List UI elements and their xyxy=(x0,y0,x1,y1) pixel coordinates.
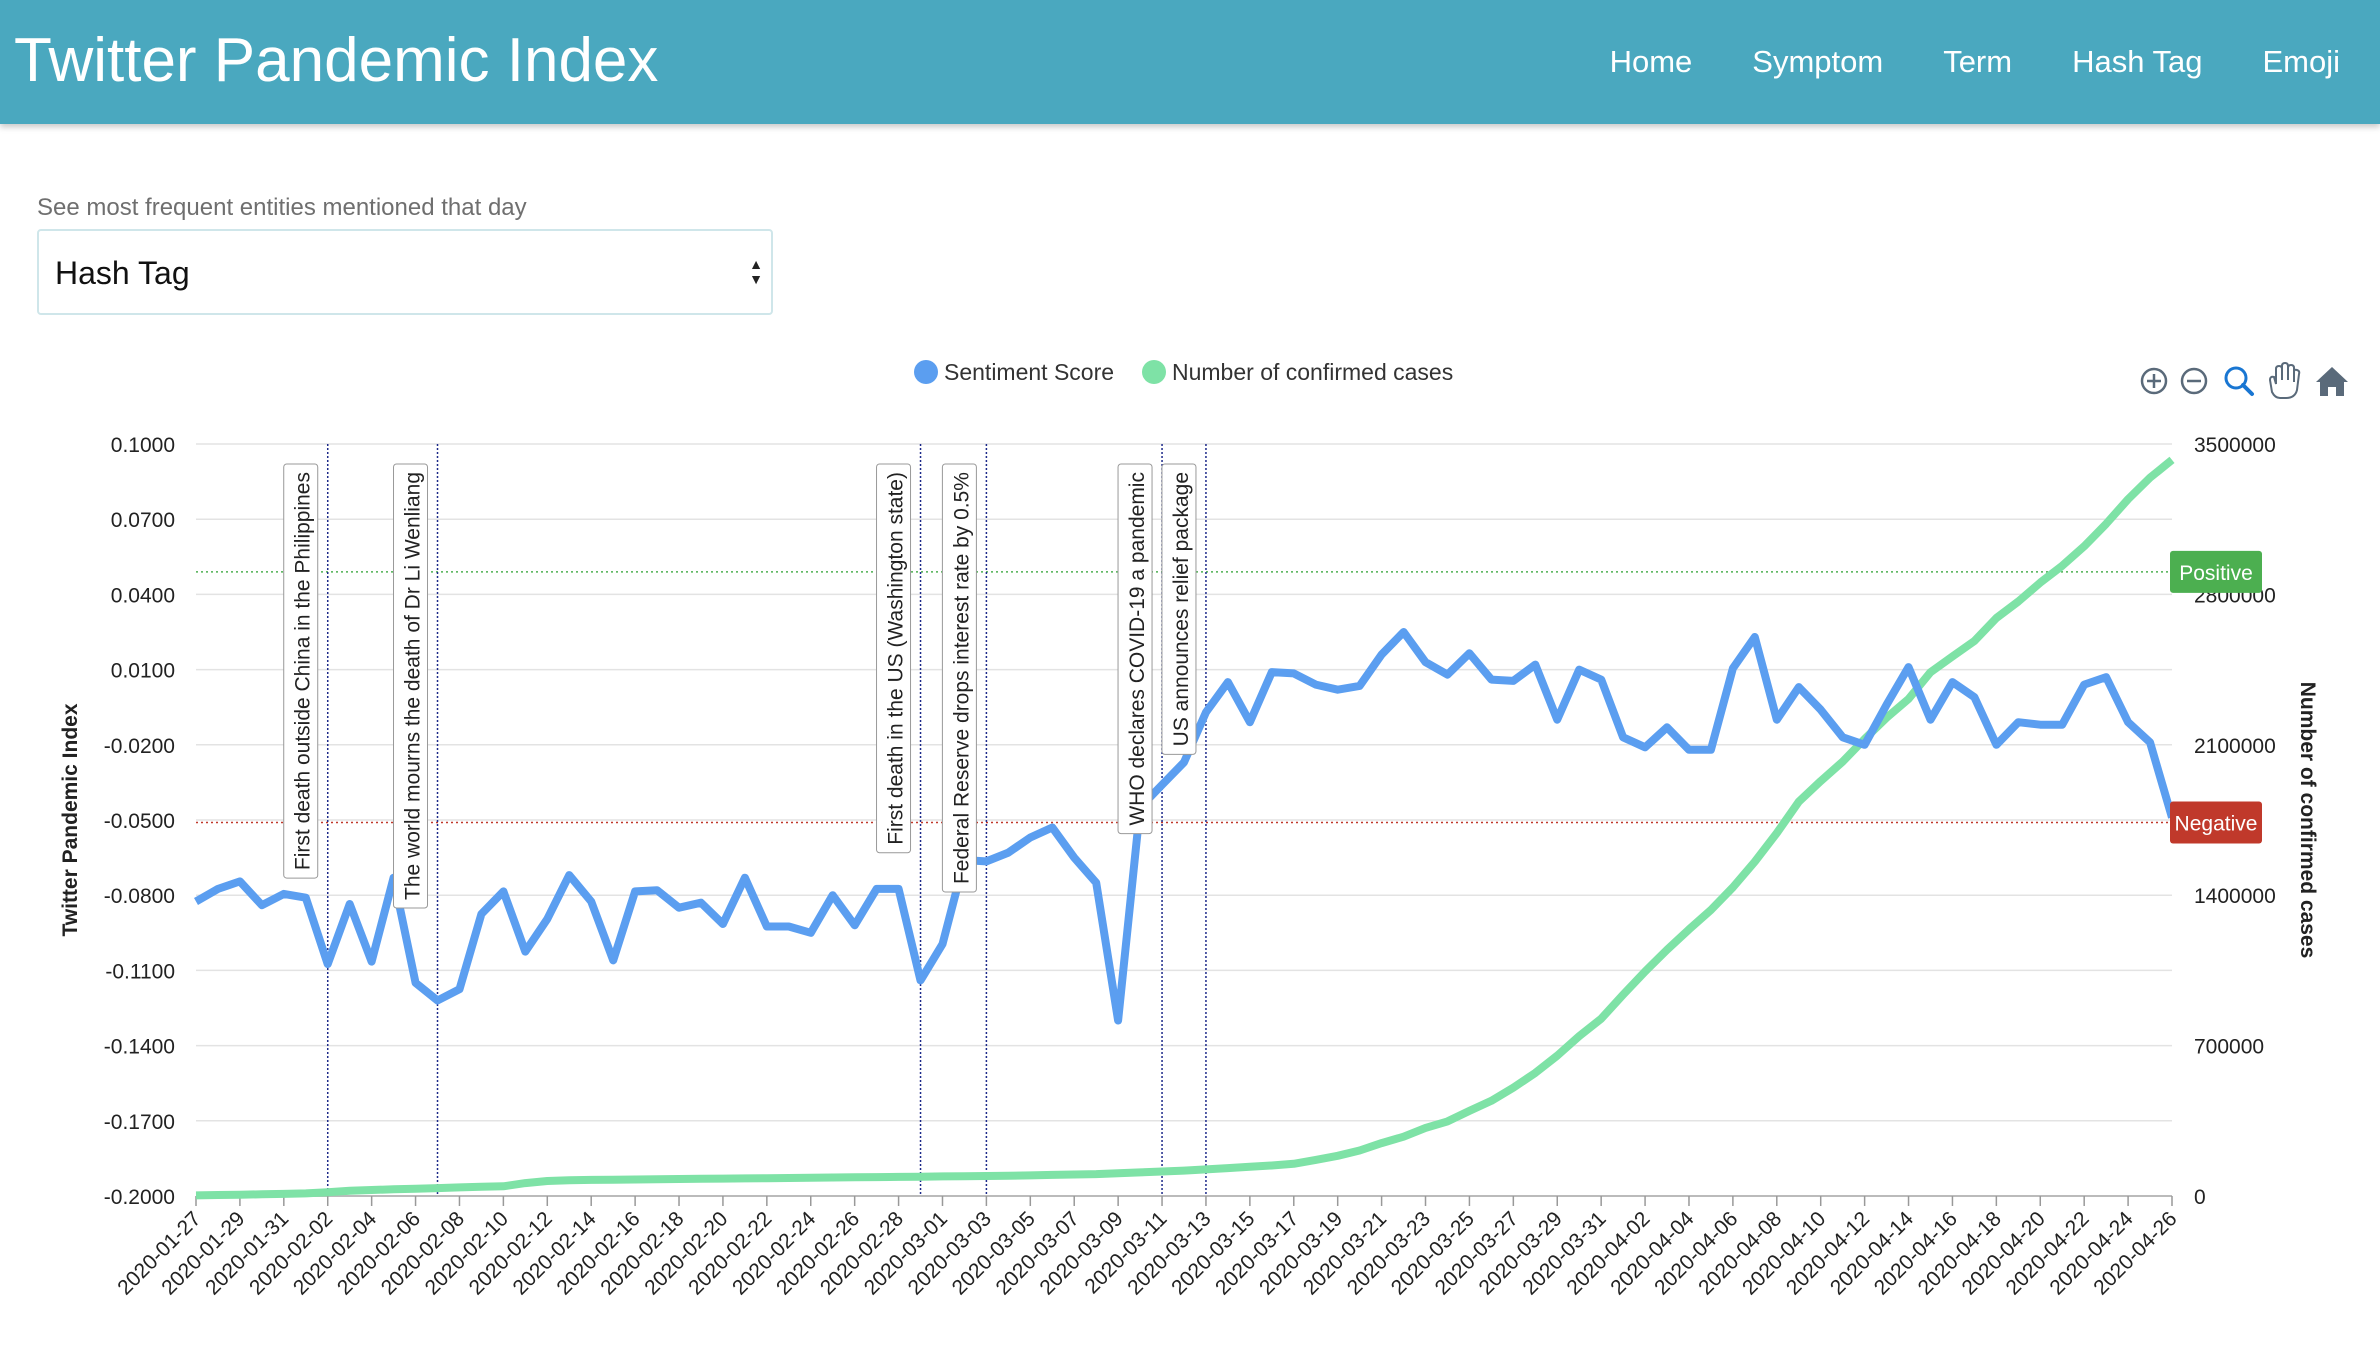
event-label-box xyxy=(941,463,977,893)
legend-marker-sentiment[interactable] xyxy=(914,360,938,384)
y-left-tick-label: -0.0500 xyxy=(104,810,175,833)
entity-select-label: See most frequent entities mentioned tha… xyxy=(37,194,527,221)
magnifier-icon[interactable] xyxy=(2224,366,2254,396)
y-left-tick-label: -0.2000 xyxy=(104,1186,175,1209)
nav-emoji[interactable]: Emoji xyxy=(2262,44,2340,79)
event-annotation: US announces relief package xyxy=(1161,463,1197,755)
updown-arrows-icon: ▲ ▼ xyxy=(749,256,763,287)
nav-symptom[interactable]: Symptom xyxy=(1752,44,1884,79)
event-label: First death outside China in the Philipp… xyxy=(292,472,315,870)
event-annotation: First death in the US (Washington state) xyxy=(876,463,912,854)
pan-hand-icon[interactable] xyxy=(2268,361,2301,399)
entity-select[interactable]: Hash Tag ▲ ▼ xyxy=(37,229,773,315)
event-annotation: WHO declares COVID-19 a pandemic xyxy=(1117,463,1153,835)
series-line-sentiment-score[interactable] xyxy=(194,628,2176,1025)
y-left-tick-label: 0.0700 xyxy=(111,509,175,532)
legend-label-cases[interactable]: Number of confirmed cases xyxy=(1172,359,1453,385)
event-label-box xyxy=(1117,463,1153,835)
nav-term[interactable]: Term xyxy=(1943,44,2013,79)
y-left-tick-label: 0.0400 xyxy=(111,584,175,607)
reference-label-negative: Negative xyxy=(2170,801,2262,844)
brand-title[interactable]: Twitter Pandemic Index xyxy=(14,26,659,95)
reference-label-positive: Positive xyxy=(2170,550,2262,593)
nav-links: Home Symptom Term Hash Tag Emoji xyxy=(1610,38,2340,86)
entity-select-value: Hash Tag xyxy=(55,255,190,291)
event-label: WHO declares COVID-19 a pandemic xyxy=(1126,472,1149,826)
nav-home[interactable]: Home xyxy=(1609,44,1693,79)
legend-label-sentiment[interactable]: Sentiment Score xyxy=(944,359,1114,385)
event-label: Federal Reserve drops interest rate by 0… xyxy=(950,472,973,884)
legend-marker-cases[interactable] xyxy=(1142,360,1166,384)
sentiment-chart[interactable]: 0.1000 0.0700 0.0400 0.0100 -0.0200 -0.0500 -0… xyxy=(0,340,2380,1340)
event-annotation: First death outside China in the Philipp… xyxy=(283,463,319,879)
event-label: First death in the US (Washington state) xyxy=(885,472,908,845)
event-label-box xyxy=(283,463,319,879)
y-left-tick-label: -0.0200 xyxy=(104,735,175,758)
y-right-tick-label: 3500000 xyxy=(2194,434,2276,457)
y-left-axis-title: Twitter Pandemic Index xyxy=(59,703,82,936)
y-left-tick-label: 0.1000 xyxy=(111,434,175,457)
y-left-tick-label: -0.1100 xyxy=(105,960,175,983)
event-annotation: Federal Reserve drops interest rate by 0… xyxy=(941,463,977,893)
y-right-axis-title: Number of confirmed cases xyxy=(2296,682,2319,959)
reference-label-text: Positive xyxy=(2179,562,2253,585)
y-right-tick-label: 700000 xyxy=(2194,1036,2264,1059)
chart-toolbar xyxy=(2140,361,2348,399)
legend: Sentiment Score Number of confirmed cases xyxy=(914,359,1453,385)
event-label: The world mourns the death of Dr Li Wenl… xyxy=(402,472,425,900)
reference-label-box xyxy=(2170,550,2262,593)
event-label-box xyxy=(1161,463,1197,755)
zoom-out-icon[interactable] xyxy=(2180,367,2208,395)
event-label: US announces relief package xyxy=(1170,472,1193,746)
event-annotation: The world mourns the death of Dr Li Wenl… xyxy=(393,463,429,909)
series-line-confirmed-cases[interactable] xyxy=(195,456,2175,1200)
home-icon[interactable] xyxy=(2316,367,2348,396)
y-right-tick-label: 2100000 xyxy=(2194,735,2276,758)
y-left-tick-label: -0.1400 xyxy=(104,1036,175,1059)
event-label-box xyxy=(876,463,912,854)
nav-hash-tag[interactable]: Hash Tag xyxy=(2072,44,2203,79)
reference-label-box xyxy=(2170,801,2262,844)
y-left-tick-label: 0.0100 xyxy=(111,660,175,683)
y-right-tick-label: 1400000 xyxy=(2194,885,2276,908)
event-label-box xyxy=(393,463,429,909)
y-left-tick-label: -0.0800 xyxy=(104,885,175,908)
y-left-tick-label: -0.1700 xyxy=(104,1111,175,1134)
zoom-in-icon[interactable] xyxy=(2140,367,2168,395)
reference-label-text: Negative xyxy=(2175,813,2258,836)
y-right-tick-label: 0 xyxy=(2194,1186,2206,1209)
navbar: Twitter Pandemic Index Home Symptom Term… xyxy=(0,0,2380,124)
